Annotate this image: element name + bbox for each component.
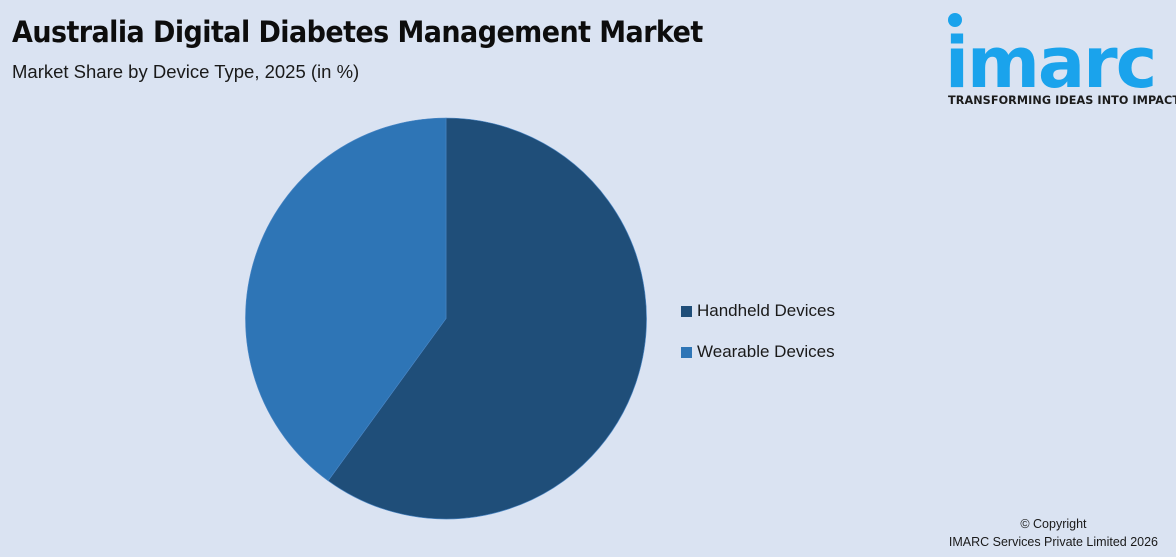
pie-slice-wearable-devices [245, 117, 447, 482]
chart-legend: Handheld Devices Wearable Devices [681, 300, 835, 382]
legend-item-handheld: Handheld Devices [681, 300, 835, 322]
logo-wordmark: imarc [945, 22, 1157, 104]
legend-item-wearable: Wearable Devices [681, 341, 835, 363]
legend-label-handheld: Handheld Devices [697, 301, 835, 320]
legend-swatch-handheld [681, 305, 692, 317]
company-line: IMARC Services Private Limited 2026 [948, 535, 1158, 549]
pie-slice-handheld-devices [327, 117, 647, 520]
logo-dot-icon [948, 13, 962, 27]
logo-tagline: TRANSFORMING IDEAS INTO IMPACT [948, 94, 1176, 107]
legend-label-wearable: Wearable Devices [697, 342, 835, 361]
copyright-footer: © Copyright IMARC Services Private Limit… [949, 515, 1158, 551]
copyright-line: © Copyright [1020, 517, 1087, 531]
imarc-logo: imarc TRANSFORMING IDEAS INTO IMPACT [945, 10, 1176, 110]
pie-slices [245, 117, 647, 520]
legend-swatch-wearable [681, 346, 692, 358]
chart-subtitle: Market Share by Device Type, 2025 (in %) [12, 61, 360, 82]
chart-title: Australia Digital Diabetes Management Ma… [12, 15, 703, 49]
